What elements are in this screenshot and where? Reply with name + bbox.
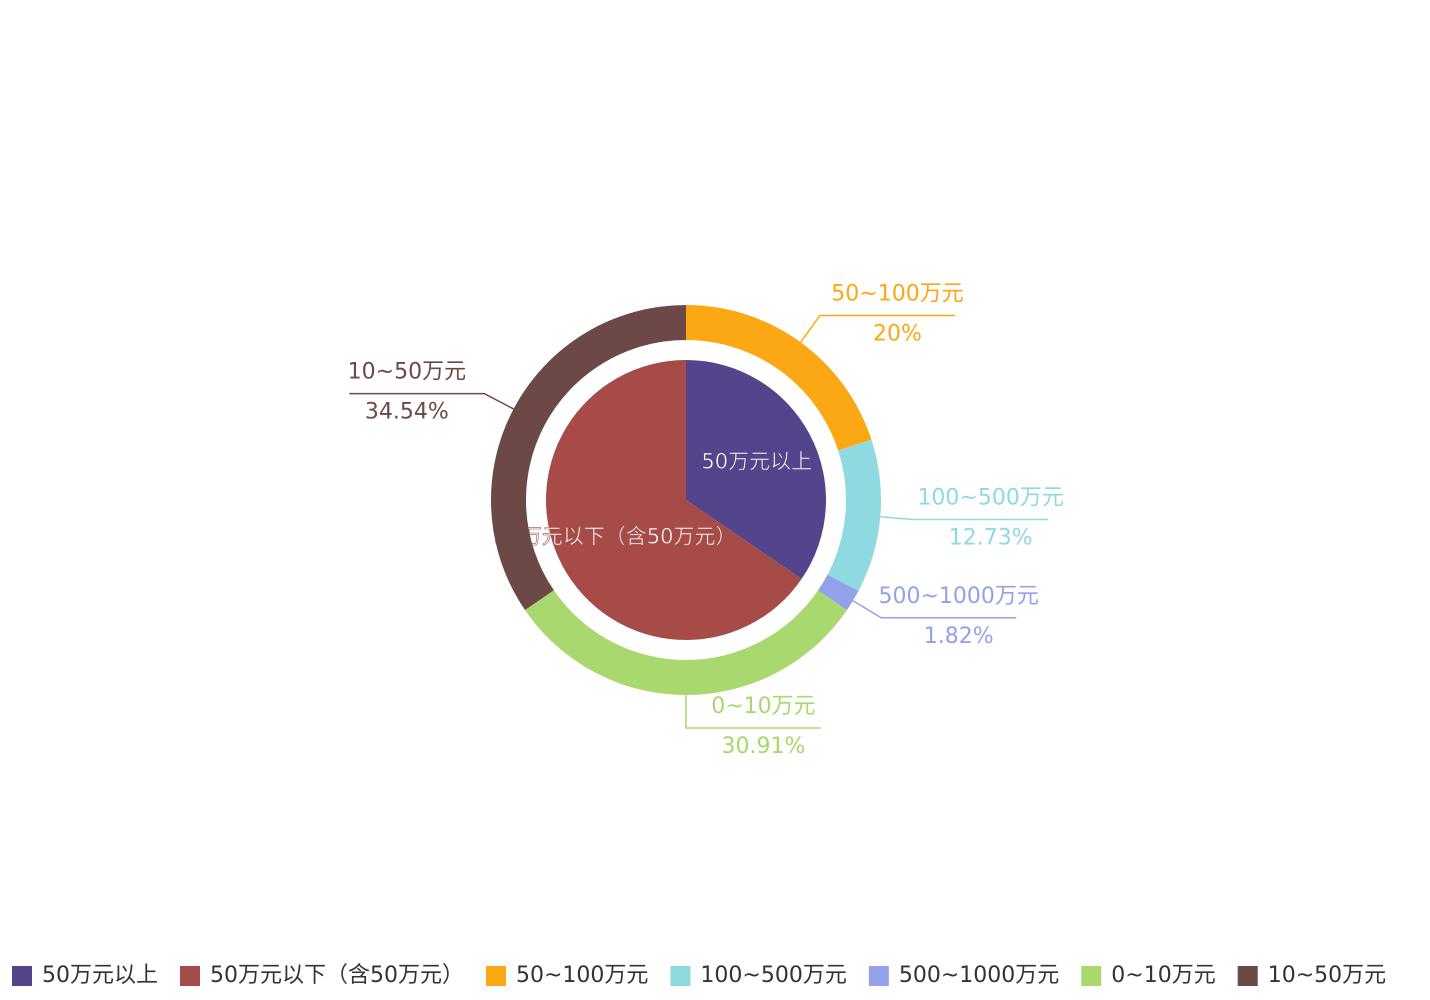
legend-swatch xyxy=(1081,966,1102,986)
leader-line xyxy=(880,515,1049,521)
outer-label: 100~500万元 xyxy=(917,486,1063,511)
legend-swatch xyxy=(180,966,200,986)
outer-value: 20% xyxy=(873,322,922,347)
legend-label: 50万元以上 xyxy=(42,963,158,988)
outer-label: 0~10万元 xyxy=(711,694,815,719)
slice-label: 50万元以下（含50万元） xyxy=(494,524,736,548)
pie-slice xyxy=(546,360,802,640)
outer-label: 50~100万元 xyxy=(831,282,963,307)
leader-line xyxy=(349,392,514,410)
ring-slice xyxy=(524,590,847,696)
leader-line xyxy=(852,600,1017,619)
legend-swatch xyxy=(1237,966,1258,986)
pie-slice xyxy=(686,360,826,580)
outer-value: 34.54% xyxy=(365,400,449,425)
leader-line xyxy=(800,314,956,343)
outer-value: 30.91% xyxy=(721,734,805,759)
outer-label: 10~50万元 xyxy=(348,360,466,385)
ring-slice xyxy=(491,305,686,611)
outer-value: 12.73% xyxy=(949,526,1033,551)
leader-line xyxy=(685,694,821,729)
legend-swatch xyxy=(486,966,506,986)
outer-label: 500~1000万元 xyxy=(879,584,1039,609)
ring-slice xyxy=(818,574,859,611)
ring-slice xyxy=(686,305,872,451)
ring-slice xyxy=(827,439,881,592)
outer-value: 1.82% xyxy=(924,624,994,649)
legend-swatch xyxy=(12,966,32,986)
legend-label: 50万元以下（含50万元） xyxy=(210,963,464,988)
legend-swatch xyxy=(670,966,691,986)
legend-label: 0~10万元 xyxy=(1111,963,1215,988)
slice-label: 50万元以上 xyxy=(701,450,812,474)
legend-label: 10~50万元 xyxy=(1268,963,1386,988)
legend-label: 500~1000万元 xyxy=(899,963,1059,988)
legend-label: 50~100万元 xyxy=(516,963,648,988)
legend-swatch xyxy=(868,966,889,986)
legend-label: 100~500万元 xyxy=(700,963,846,988)
